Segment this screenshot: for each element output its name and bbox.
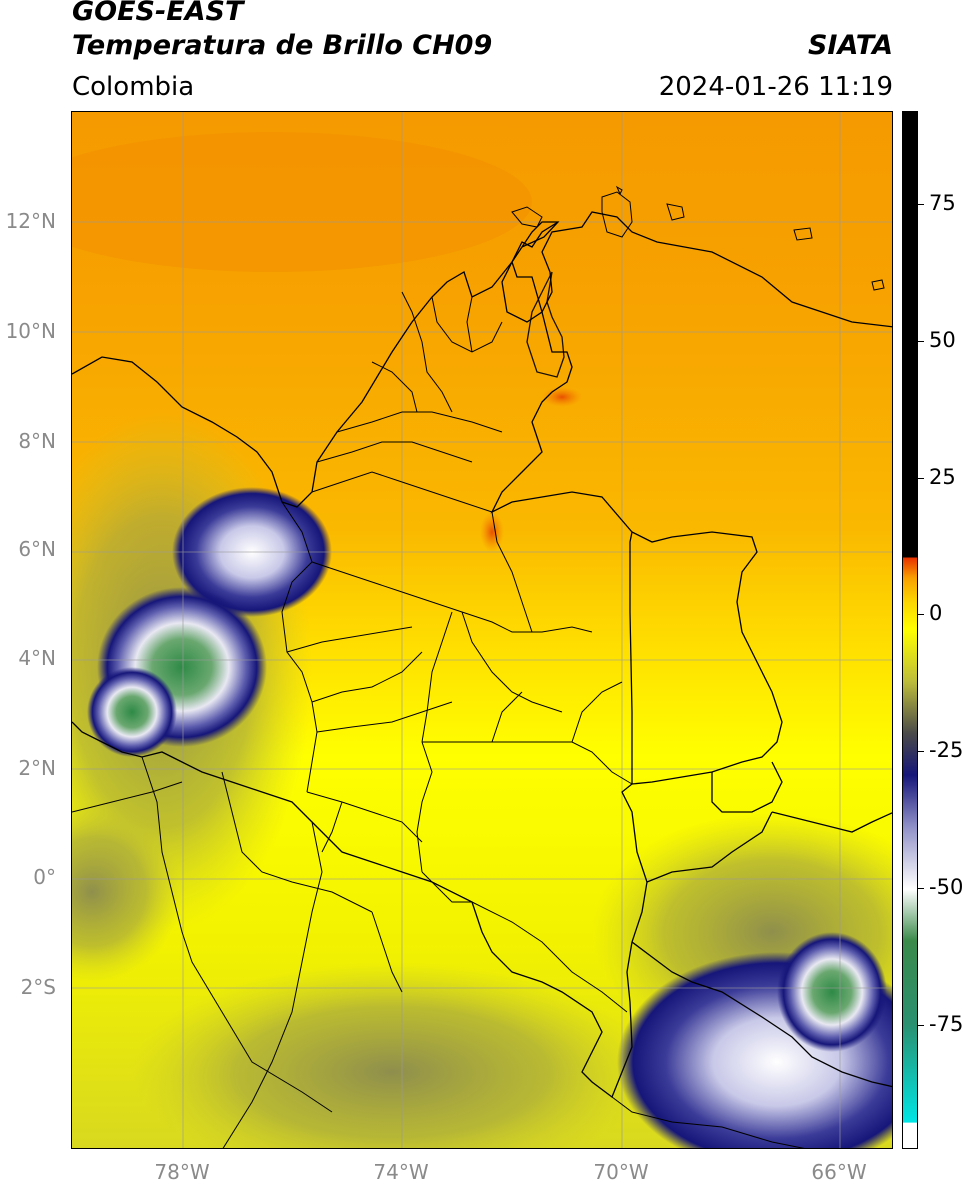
lon-label-66w: 66°W bbox=[811, 1160, 867, 1184]
brightness-temperature-map bbox=[72, 112, 892, 1148]
storm-cloud-coast bbox=[87, 667, 177, 757]
lon-label-70w: 70°W bbox=[593, 1160, 649, 1184]
colorbar-tick-neg75 bbox=[918, 1025, 924, 1026]
colorbar-label-neg25: -25 bbox=[929, 738, 964, 762]
datetime-label: 2024-01-26 11:19 bbox=[658, 72, 893, 102]
warm-spot-llanos bbox=[480, 512, 504, 552]
lat-label-0: 0° bbox=[33, 865, 56, 889]
lon-label-78w: 78°W bbox=[154, 1160, 210, 1184]
lon-label-74w: 74°W bbox=[373, 1160, 429, 1184]
lat-label-2n: 2°N bbox=[18, 756, 56, 780]
neighbor-borders bbox=[72, 756, 805, 1148]
title-satellite: GOES-EAST bbox=[72, 0, 244, 27]
islands bbox=[511, 185, 885, 291]
map-panel[interactable] bbox=[71, 111, 893, 1149]
lat-label-12n: 12°N bbox=[5, 209, 56, 233]
lat-label-10n: 10°N bbox=[5, 319, 56, 343]
colorbar-label-0: 0 bbox=[929, 601, 943, 625]
colorbar-label-75: 75 bbox=[929, 191, 956, 215]
storm-cloud-amazon bbox=[777, 932, 887, 1052]
country-borders bbox=[72, 211, 892, 1099]
warm-spot-lake bbox=[542, 387, 582, 407]
colorbar-label-25: 25 bbox=[929, 465, 956, 489]
colorbar-label-neg50: -50 bbox=[929, 875, 964, 899]
colorbar-gradient bbox=[903, 112, 917, 1148]
region-label: Colombia bbox=[72, 72, 195, 102]
lat-label-2s: 2°S bbox=[20, 975, 56, 999]
olive-area-pacific bbox=[72, 802, 182, 982]
colorbar-tick-50 bbox=[918, 341, 924, 342]
colorbar-tick-neg50 bbox=[918, 888, 924, 889]
lat-label-8n: 8°N bbox=[18, 429, 56, 453]
lat-label-6n: 6°N bbox=[18, 537, 56, 561]
title-product: Temperatura de Brillo CH09 bbox=[72, 30, 493, 61]
lat-label-4n: 4°N bbox=[18, 646, 56, 670]
colorbar-label-50: 50 bbox=[929, 328, 956, 352]
colorbar bbox=[902, 111, 918, 1149]
department-borders bbox=[221, 291, 633, 993]
warm-area-north bbox=[72, 132, 532, 272]
colorbar-tick-0 bbox=[918, 614, 924, 615]
colorbar-tick-75 bbox=[918, 204, 924, 205]
colorbar-tick-neg25 bbox=[918, 751, 924, 752]
colorbar-label-neg75: -75 bbox=[929, 1012, 964, 1036]
colorbar-tick-25 bbox=[918, 478, 924, 479]
olive-area-south bbox=[132, 962, 652, 1148]
credit-label: SIATA bbox=[807, 30, 893, 61]
